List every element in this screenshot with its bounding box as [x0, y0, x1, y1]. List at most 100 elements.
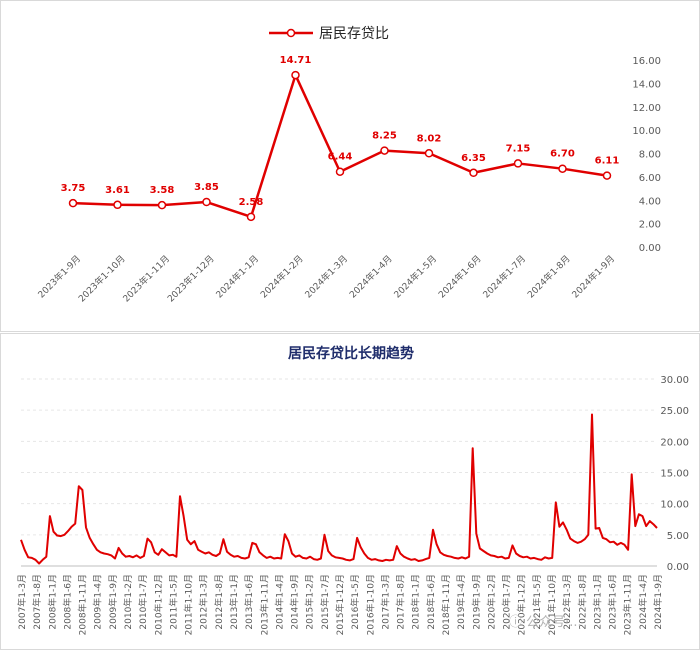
x-tick-label: 2020年1-2月 — [485, 574, 497, 630]
x-tick-label: 2017年1-3月 — [379, 574, 391, 630]
data-point — [335, 167, 345, 176]
data-point — [380, 146, 389, 155]
y-tick-label: 16.00 — [632, 56, 661, 67]
data-label: 2.58 — [239, 197, 264, 208]
y-tick-label: 30.00 — [660, 375, 689, 386]
x-tick-label: 2024年1-6月 — [436, 253, 484, 301]
x-tick-label: 2016年1-5月 — [349, 574, 361, 630]
data-point — [291, 70, 300, 80]
y-tick-label: 10.00 — [660, 500, 689, 511]
data-label: 14.71 — [280, 55, 312, 66]
x-tick-label: 2024年1-4月 — [637, 574, 649, 630]
x-tick-label: 2015年1-2月 — [304, 574, 316, 630]
data-point — [246, 212, 256, 222]
x-tick-label: 2024年1-1月 — [213, 253, 261, 301]
x-tick-label: 2007年1-8月 — [31, 574, 43, 630]
x-tick-label: 2018年1-6月 — [425, 574, 437, 630]
chart-title: 居民存贷比长期趋势 — [288, 345, 414, 362]
legend-marker — [286, 28, 296, 38]
x-tick-label: 2010年1-7月 — [137, 574, 149, 630]
x-tick-label: 2018年1-1月 — [410, 574, 422, 630]
data-label: 8.25 — [372, 131, 397, 142]
x-tick-label: 2019年1-9月 — [470, 574, 482, 630]
data-label: 3.75 — [61, 183, 86, 194]
gridlines: 0.00 5.00 10.00 15.00 20.00 25.00 30.00 — [21, 375, 689, 573]
x-tick-label: 2016年1-10月 — [364, 574, 376, 635]
short-term-chart-panel: 0.00 2.00 4.00 6.00 8.00 10.00 12.00 14.00 16.00… — [0, 0, 700, 332]
data-point — [424, 149, 434, 158]
y-tick-label: 4.00 — [639, 196, 661, 207]
long-term-chart-panel: 居民存贷比长期趋势 0.00 5.00 10.00 15.00 20.00 25.00 30… — [0, 333, 700, 650]
y-tick-label: 10.00 — [632, 126, 661, 137]
x-tick-label: 2010年1-2月 — [122, 574, 134, 630]
data-label: 6.70 — [550, 149, 575, 160]
x-tick-label: 2008年1-6月 — [61, 574, 73, 630]
x-tick-label: 2022年1-8月 — [576, 574, 588, 630]
x-tick-label: 2024年1-9月 — [569, 253, 617, 301]
x-tick-label: 2018年1-11月 — [440, 574, 452, 635]
y-tick-label: 0.00 — [667, 562, 689, 573]
x-tick-label: 2020年1-12月 — [516, 574, 528, 635]
x-tick-label: 2024年1-4月 — [347, 253, 395, 301]
data-point — [602, 171, 612, 180]
y-tick-label: 15.00 — [660, 469, 689, 480]
x-tick-label: 2020年1-7月 — [501, 574, 513, 630]
x-tick-label: 2012年1-8月 — [213, 574, 225, 630]
x-tick-label: 2021年1-10月 — [546, 574, 558, 635]
x-tick-label: 2022年1-3月 — [561, 574, 573, 630]
data-label: 7.15 — [506, 143, 531, 154]
short-term-chart: 0.00 2.00 4.00 6.00 8.00 10.00 12.00 14.00 16.00… — [35, 26, 661, 304]
x-tick-label: 2023年1-10月 — [76, 253, 128, 305]
x-tick-label: 2015年1-7月 — [319, 574, 331, 630]
x-tick-label: 2023年1-11月 — [120, 253, 172, 305]
data-label: 8.02 — [417, 133, 442, 144]
x-tick-label: 2019年1-4月 — [455, 574, 467, 630]
x-tick-label: 2024年1-2月 — [258, 253, 306, 301]
data-point — [157, 200, 167, 210]
y-tick-label: 8.00 — [639, 150, 661, 161]
y-tick-label: 5.00 — [667, 531, 689, 542]
x-tick-label: 2010年1-12月 — [152, 574, 164, 635]
x-tick-label: 2024年1-9月 — [652, 574, 664, 630]
x-tick-label: 2013年1-1月 — [228, 574, 240, 630]
x-tick-label: 2014年1-9月 — [289, 574, 301, 630]
y-tick-label: 6.00 — [639, 173, 661, 184]
x-tick-label: 2012年1-3月 — [198, 574, 210, 630]
data-point — [68, 198, 78, 208]
x-tick-label: 2015年1-12月 — [334, 574, 346, 635]
data-label: 3.61 — [105, 185, 130, 196]
x-tick-label: 2017年1-8月 — [395, 574, 407, 630]
data-label: 3.85 — [194, 182, 219, 193]
x-tick-label: 2024年1-3月 — [302, 253, 350, 301]
data-label: 6.44 — [328, 152, 353, 163]
legend: 居民存贷比 — [269, 26, 389, 42]
x-tick-label: 2023年1-11月 — [622, 574, 634, 635]
series-line — [20, 413, 658, 565]
data-label: 6.35 — [461, 153, 486, 164]
x-tick-label: 2007年1-3月 — [16, 574, 28, 630]
x-tick-label: 2023年1-12月 — [165, 253, 217, 305]
x-tick-label: 2011年1-10月 — [183, 574, 195, 635]
x-tick-label: 2021年1-5月 — [531, 574, 543, 630]
x-tick-label: 2011年1-5月 — [167, 574, 179, 630]
y-tick-label: 20.00 — [660, 437, 689, 448]
x-tick-label: 2024年1-7月 — [480, 253, 528, 301]
long-term-chart: 居民存贷比长期趋势 0.00 5.00 10.00 15.00 20.00 25.00 30… — [16, 345, 689, 635]
data-point — [558, 164, 567, 173]
x-tick-label: 2023年1-9月 — [35, 253, 83, 301]
plot-area: 3.75 2023年1-9月 3.61 2023年1-10月 3.58 2023年1-11… — [35, 55, 619, 304]
y-axis: 0.00 2.00 4.00 6.00 8.00 10.00 12.00 14.00 16.00 — [632, 56, 661, 254]
legend-label: 居民存贷比 — [319, 26, 389, 42]
data-point — [469, 168, 478, 178]
x-tick-label: 2013年1-6月 — [243, 574, 255, 630]
y-tick-label: 12.00 — [632, 103, 661, 114]
data-point — [513, 159, 523, 168]
x-tick-label: 2009年1-9月 — [107, 574, 119, 630]
x-tick-label: 2023年1-6月 — [607, 574, 619, 630]
y-tick-label: 14.00 — [632, 79, 661, 90]
data-label: 6.11 — [595, 156, 620, 167]
x-tick-label: 2009年1-4月 — [92, 574, 104, 630]
data-point — [202, 197, 211, 207]
data-label: 3.58 — [150, 185, 175, 196]
